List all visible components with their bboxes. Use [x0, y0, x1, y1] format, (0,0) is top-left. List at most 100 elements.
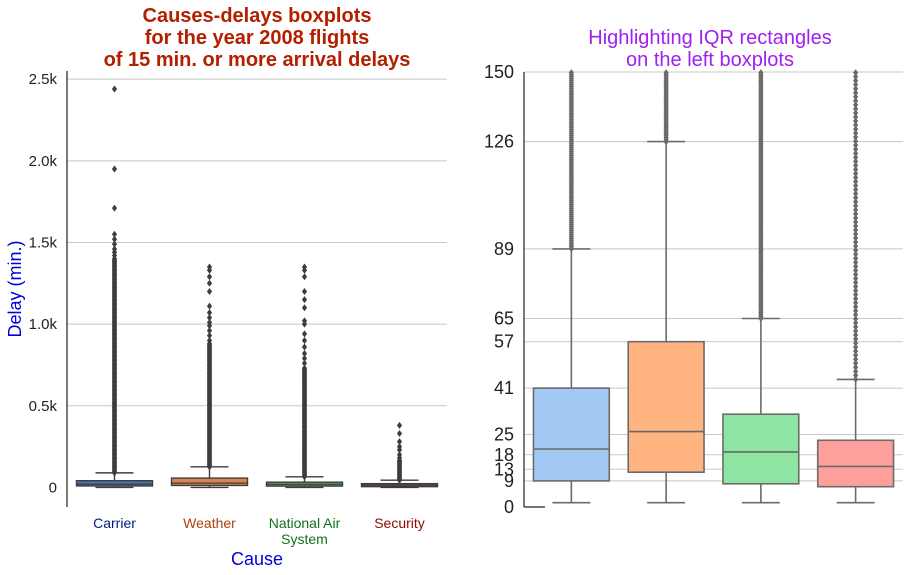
outlier-point — [301, 304, 308, 312]
iqr-boxplot-1 — [532, 69, 611, 504]
x-tick-label: National Air System — [269, 515, 341, 547]
outlier-point — [853, 230, 859, 238]
y-tick-label: 126 — [484, 132, 514, 152]
outlier-point — [301, 350, 308, 358]
y-tick-label: 18 — [494, 445, 514, 465]
outlier-point — [853, 351, 859, 359]
outlier-point — [853, 170, 859, 177]
x-tick-label: Weather — [183, 515, 236, 531]
outlier-point — [206, 287, 213, 295]
outlier-point — [853, 311, 859, 319]
outlier-point — [206, 336, 213, 344]
y-tick-label: 150 — [484, 62, 514, 82]
outlier-point — [853, 121, 859, 129]
outlier-point — [853, 101, 859, 109]
outlier-point — [853, 222, 859, 230]
outlier-point — [206, 309, 213, 317]
outlier-point — [853, 283, 859, 291]
outlier-point — [206, 332, 213, 340]
outlier-point — [301, 336, 308, 344]
outlier-point — [301, 273, 308, 281]
outlier-point — [568, 69, 574, 77]
outlier-point — [853, 81, 859, 89]
outlier-point — [111, 230, 118, 238]
left-chart-panel: Causes-delays boxplots for the year 2008 … — [5, 5, 447, 569]
outlier-point — [301, 359, 308, 367]
outlier-point — [301, 296, 308, 304]
right-chart-title: Highlighting IQR rectangles on the left b… — [588, 27, 831, 71]
outlier-point — [853, 165, 859, 173]
iqr-box — [170, 477, 249, 487]
outlier-point — [853, 190, 859, 198]
outlier-point — [853, 141, 859, 149]
iqr-box — [627, 340, 705, 474]
text-line: for the year 2008 flights — [145, 27, 370, 49]
outlier-point — [853, 371, 859, 379]
outlier-point — [853, 157, 859, 165]
y-tick-label: 0 — [49, 479, 57, 496]
outlier-point — [853, 218, 859, 226]
outlier-point — [111, 165, 118, 173]
y-tick-label: 1.0k — [29, 316, 58, 333]
left-x-tick-labels: Carrier Weather National Air System Security — [93, 515, 425, 547]
y-tick-label: 0 — [504, 497, 514, 517]
outlier-point — [853, 375, 859, 383]
outlier-point — [853, 69, 859, 77]
outlier-point — [111, 85, 118, 93]
outlier-point — [853, 266, 859, 274]
outlier-point — [853, 363, 859, 371]
outlier-point — [853, 226, 859, 234]
outlier-point — [663, 69, 669, 77]
outlier-point — [853, 145, 859, 153]
outlier-point — [301, 364, 308, 372]
text-line: System — [281, 531, 328, 547]
outlier-point — [853, 291, 859, 299]
outlier-point — [853, 105, 859, 113]
outlier-point — [206, 302, 213, 310]
outlier-point — [206, 273, 213, 281]
outlier-point — [853, 262, 859, 270]
text-line: on the left boxplots — [626, 49, 794, 71]
left-boxplots — [75, 85, 439, 489]
outlier-point — [853, 250, 859, 258]
outlier-point — [853, 178, 859, 186]
outlier-point — [853, 117, 859, 125]
outlier-point — [853, 339, 859, 347]
y-tick-label: 65 — [494, 309, 514, 329]
outlier-point — [111, 204, 118, 212]
outlier-point — [853, 133, 859, 141]
outlier-point — [853, 182, 859, 190]
y-tick-label: 13 — [494, 459, 514, 479]
outlier-point — [396, 421, 403, 429]
left-x-axis-label: Cause — [231, 549, 283, 569]
y-tick-label: 0.5k — [29, 398, 58, 415]
right-boxplots — [532, 69, 895, 504]
outlier-point — [853, 153, 859, 161]
outlier-point — [853, 85, 859, 93]
outlier-point — [853, 246, 859, 254]
outlier-point — [853, 319, 859, 327]
outlier-point — [853, 299, 859, 307]
outlier-point — [853, 210, 859, 218]
outlier-point — [853, 214, 859, 222]
outlier-point — [396, 438, 403, 446]
outlier-point — [396, 430, 403, 438]
outlier-point — [111, 235, 118, 243]
outlier-point — [853, 258, 859, 266]
outlier-point — [853, 149, 859, 157]
right-chart-panel: Highlighting IQR rectangles on the left b… — [484, 27, 903, 517]
outlier-point — [206, 263, 213, 271]
y-tick-label: 89 — [494, 239, 514, 259]
outlier-point — [853, 242, 859, 250]
y-tick-label: 41 — [494, 378, 514, 398]
outlier-point — [853, 198, 859, 206]
outlier-point — [853, 93, 859, 101]
iqr-box — [75, 480, 154, 487]
outlier-point — [853, 254, 859, 262]
outlier-point — [853, 129, 859, 137]
outlier-point — [853, 359, 859, 367]
outlier-point — [853, 323, 859, 331]
outlier-point — [853, 109, 859, 117]
